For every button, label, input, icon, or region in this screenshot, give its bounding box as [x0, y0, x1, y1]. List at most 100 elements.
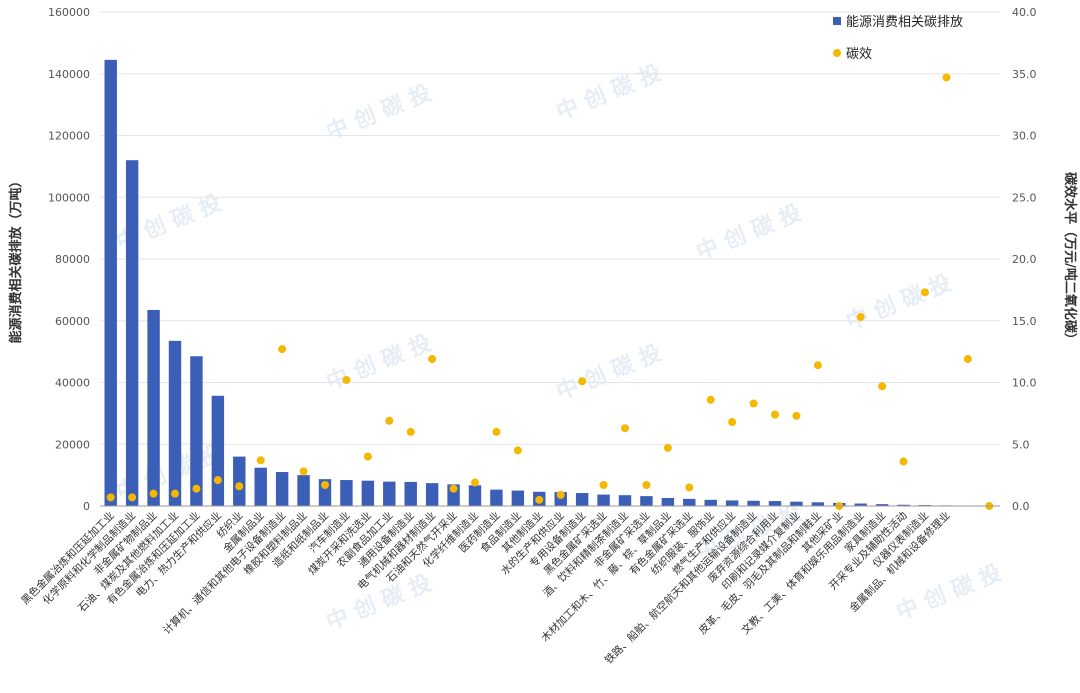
watermark-text: 中 创 碳 投: [323, 571, 435, 636]
scatter-point: [385, 416, 394, 425]
bar: [468, 485, 482, 506]
bar: [661, 497, 675, 506]
y2-tick-label: 35.0: [1012, 68, 1037, 81]
scatter-point: [171, 489, 179, 498]
scatter-point: [963, 355, 972, 364]
bar: [125, 160, 139, 506]
scatter-series: [106, 73, 994, 510]
bar: [404, 481, 417, 506]
watermark-text: 中 创 碳 投: [843, 271, 955, 336]
gridlines: [100, 11, 1000, 445]
bar: [768, 501, 782, 506]
scatter-point: [621, 424, 629, 433]
left-axis-title: 能源消费相关碳排放（万吨）: [8, 174, 24, 343]
scatter-point: [342, 376, 351, 385]
right-axis-ticks: 0.0 5.0 10.0 15.0 20.0 25.0 30.0 35.0 40.0: [1012, 6, 1037, 513]
legend: 能源消费相关碳排放 碳效: [833, 15, 963, 62]
y2-tick-label: 30.0: [1012, 130, 1037, 143]
bar: [640, 496, 653, 506]
bar: [683, 498, 696, 506]
scatter-point: [278, 345, 287, 354]
bar: [875, 504, 889, 506]
scatter-point: [921, 288, 929, 297]
watermark-text: 中 创 碳 投: [323, 331, 435, 396]
y-tick-label: 140000: [48, 68, 90, 81]
bar: [725, 500, 739, 506]
scatter-point: [321, 481, 329, 490]
scatter-point: [792, 411, 801, 420]
y-tick-label: 40000: [55, 377, 90, 390]
y-tick-label: 20000: [55, 438, 90, 451]
watermark-text: 中 创 碳 投: [693, 201, 805, 266]
y2-tick-label: 20.0: [1012, 253, 1037, 266]
y2-tick-label: 15.0: [1012, 315, 1037, 328]
y-tick-label: 120000: [48, 130, 90, 143]
bar: [147, 309, 160, 506]
scatter-point: [149, 489, 158, 498]
y2-tick-label: 5.0: [1012, 438, 1030, 451]
bar: [168, 340, 182, 506]
scatter-point: [706, 395, 715, 404]
y2-tick-label: 25.0: [1012, 191, 1037, 204]
bar: [361, 480, 375, 506]
scatter-point: [449, 484, 458, 493]
bar: [575, 493, 589, 506]
bar: [211, 395, 225, 506]
scatter-point: [942, 73, 951, 82]
bar: [490, 489, 503, 506]
scatter-point: [299, 467, 308, 476]
scatter-point: [685, 483, 694, 492]
legend-bar-label: 能源消费相关碳排放: [846, 15, 963, 30]
scatter-point: [642, 481, 651, 490]
scatter-point: [749, 399, 758, 408]
legend-bar-swatch: [833, 17, 841, 25]
scatter-point: [535, 495, 544, 504]
scatter-point: [363, 452, 372, 461]
scatter-point: [492, 427, 501, 436]
bar: [811, 502, 825, 506]
bar: [190, 356, 203, 506]
y-tick-label: 80000: [55, 253, 90, 266]
bar: [704, 499, 717, 506]
y-tick-label: 60000: [55, 315, 90, 328]
left-axis-ticks: 0 20000 40000 60000 80000 100000 120000 140000 1…: [48, 6, 90, 513]
bar: [383, 481, 396, 506]
scatter-point: [856, 313, 865, 322]
bar: [233, 456, 246, 506]
watermark-text: 中 创 碳 投: [553, 341, 665, 406]
bar: [104, 59, 117, 506]
bar: [425, 483, 439, 506]
bar: [854, 503, 867, 506]
scatter-point: [471, 478, 479, 487]
scatter-point: [428, 355, 437, 364]
watermark-text: 中 创 碳 投: [893, 561, 1005, 626]
category-labels: 黑色金属冶炼和压延加工业化学原料和化学制品制造业非金属矿物制品业石油、煤炭及其他…: [19, 509, 953, 667]
bar: [275, 472, 289, 506]
y-tick-label: 160000: [48, 6, 90, 19]
bar: [511, 490, 525, 506]
scatter-point: [556, 490, 565, 499]
scatter-point: [192, 484, 201, 493]
bar: [747, 500, 760, 506]
watermark-text: 中 创 碳 投: [553, 61, 665, 126]
scatter-point: [256, 456, 265, 465]
y2-tick-label: 40.0: [1012, 6, 1037, 19]
scatter-point: [513, 446, 522, 455]
legend-dot-swatch: [833, 49, 841, 57]
bar: [297, 475, 310, 506]
scatter-point: [235, 482, 244, 491]
y2-tick-label: 0.0: [1012, 500, 1030, 513]
bar: [790, 501, 803, 506]
y2-tick-label: 10.0: [1012, 377, 1037, 390]
scatter-point: [813, 361, 822, 370]
bar-series: [104, 59, 996, 506]
scatter-point: [578, 377, 587, 386]
scatter-point: [213, 476, 222, 485]
scatter-point: [128, 493, 137, 502]
scatter-point: [599, 481, 608, 490]
scatter-point: [106, 493, 115, 502]
scatter-point: [728, 418, 737, 427]
y-tick-label: 100000: [48, 191, 90, 204]
bar: [897, 504, 910, 506]
